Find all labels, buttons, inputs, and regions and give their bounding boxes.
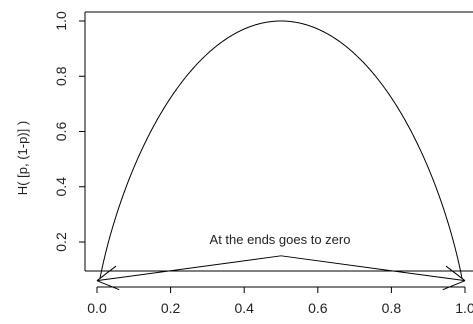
- arrowhead-stroke: [445, 265, 466, 282]
- x-tick-label: 0.2: [161, 300, 181, 316]
- y-tick-label: 0.4: [53, 177, 69, 197]
- x-tick-label: 0.8: [382, 300, 402, 316]
- entropy-curve: [99, 20, 463, 279]
- y-axis: 0.2 0.4 0.6 0.8 1.0: [53, 11, 85, 252]
- annotation-arrow: [280, 255, 466, 282]
- y-tick-label: 0.8: [53, 66, 69, 86]
- arrowhead-stroke: [96, 265, 117, 282]
- y-tick-label: 0.6: [53, 122, 69, 142]
- y-tick-label: 0.2: [53, 232, 69, 252]
- x-axis: 0.0 0.2 0.4 0.6 0.8 1.0: [87, 286, 473, 316]
- annotation-layer: At the ends goes to zero: [96, 232, 466, 291]
- x-tick-label: 0.0: [87, 300, 107, 316]
- plot-frame: [84, 11, 473, 272]
- x-tick-label: 0.4: [234, 300, 254, 316]
- y-tick-label: 1.0: [53, 11, 69, 31]
- arrowhead-stroke: [96, 280, 120, 291]
- y-axis-label: H( [p, (1-p)] ): [15, 121, 30, 195]
- annotation-text: At the ends goes to zero: [210, 232, 351, 247]
- arrowhead-stroke: [442, 280, 466, 291]
- series-layer: [99, 20, 463, 279]
- x-tick-label: 0.6: [308, 300, 328, 316]
- x-tick-label: 1.0: [455, 300, 473, 316]
- annotation-arrow: [96, 255, 282, 282]
